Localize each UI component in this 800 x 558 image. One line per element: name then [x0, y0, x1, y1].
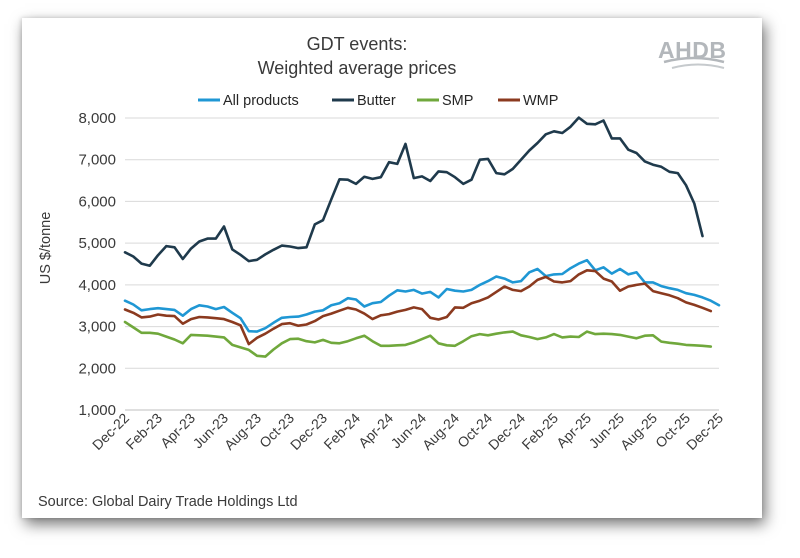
x-tick-label: Dec-23: [287, 410, 330, 453]
x-tick-label: Dec-24: [485, 410, 528, 453]
y-tick-label: 7,000: [78, 152, 116, 169]
x-tick-label: Feb-23: [122, 410, 165, 453]
chart: GDT events: Weighted average prices AHDB…: [38, 34, 726, 510]
chart-subtitle: Weighted average prices: [258, 58, 457, 78]
x-tick-label: Feb-24: [320, 410, 363, 453]
y-axis: 1,000 2,000 3,000 4,000 5,000 6,000 7,000 8,000: [78, 110, 116, 419]
source-note: Source: Global Dairy Trade Holdings Ltd: [38, 494, 298, 510]
x-tick-label: Aug-23: [221, 410, 264, 453]
y-tick-label: 4,000: [78, 277, 116, 294]
logo-swoosh-2: [671, 63, 725, 69]
y-tick-label: 6,000: [78, 193, 116, 210]
x-tick-label: Aug-25: [617, 410, 660, 453]
y-tick-label: 5,000: [78, 235, 116, 252]
x-tick-label: Apr-24: [355, 410, 396, 451]
series-line-smp: [123, 320, 713, 358]
x-tick-label: Aug-24: [419, 410, 462, 453]
series-line-butter: [123, 116, 704, 267]
x-axis: Dec-22Feb-23Apr-23Jun-23Aug-23Oct-23Dec-…: [89, 410, 726, 453]
y-tick-label: 1,000: [78, 402, 116, 419]
y-tick-label: 8,000: [78, 110, 116, 127]
logo-swoosh-1: [663, 56, 725, 64]
legend: All products Butter SMP WMP: [198, 93, 558, 109]
legend-label: SMP: [442, 93, 473, 109]
x-tick-label: Apr-25: [553, 410, 594, 451]
series-lines: [123, 116, 721, 358]
legend-label: All products: [223, 93, 299, 109]
y-tick-label: 3,000: [78, 319, 116, 336]
y-axis-label: US $/tonne: [38, 212, 54, 285]
x-tick-label: Dec-25: [683, 410, 726, 453]
ahdb-logo: AHDB: [658, 37, 726, 69]
chart-card: GDT events: Weighted average prices AHDB…: [22, 18, 762, 518]
gridlines: [125, 117, 719, 411]
series-line-wmp: [123, 269, 713, 346]
series-line-all-products: [123, 258, 721, 333]
chart-title: GDT events:: [307, 34, 408, 54]
legend-label: WMP: [523, 93, 558, 109]
x-tick-label: Feb-25: [518, 410, 561, 453]
legend-label: Butter: [357, 93, 396, 109]
x-tick-label: Apr-23: [157, 410, 198, 451]
y-tick-label: 2,000: [78, 360, 116, 377]
